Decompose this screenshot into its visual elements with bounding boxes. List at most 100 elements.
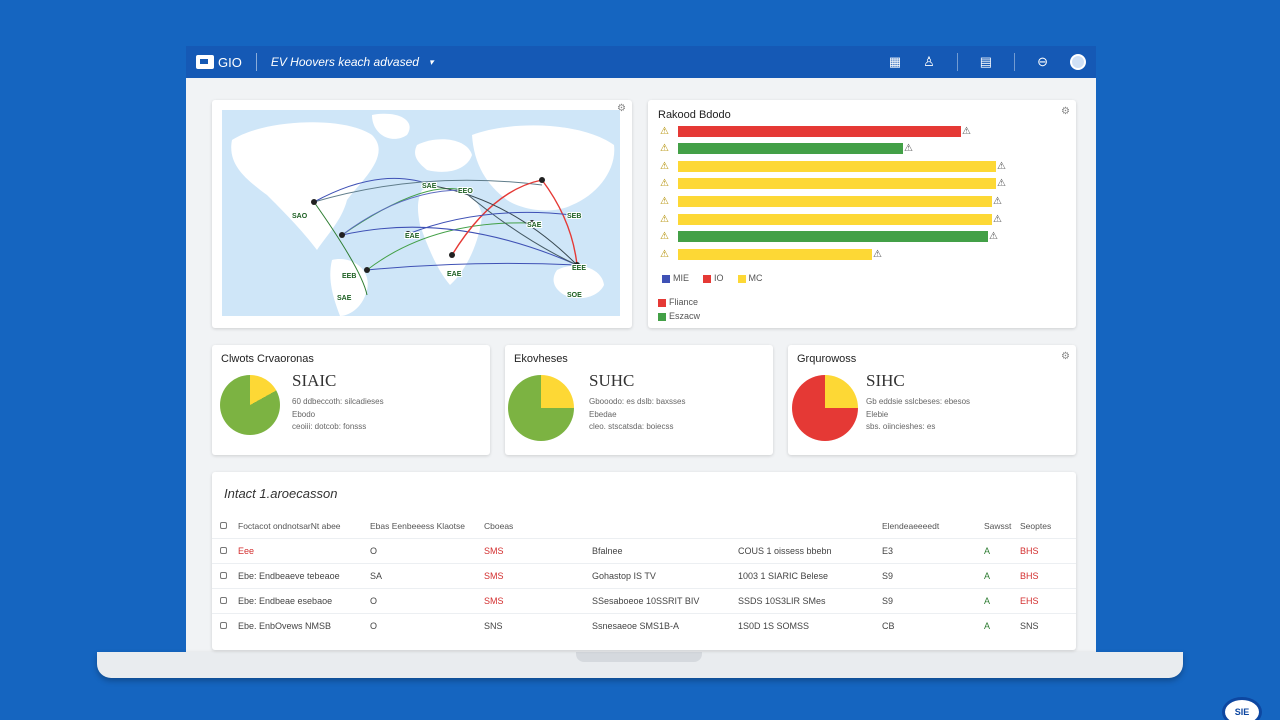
stat-detail: Ebedae: [589, 410, 617, 419]
status-bar-row[interactable]: ⚠ ⚠: [660, 228, 998, 246]
table-row[interactable]: Ebe: Endbeae esebaoe O SMS SSesaboeoe 10SSR…: [212, 588, 1076, 612]
table-row[interactable]: Eee O SMS Bfalnee COUS 1 oissess bbebn E3 A BHS: [212, 538, 1076, 562]
row-checkbox[interactable]: [220, 596, 227, 606]
stat-detail: Elebie: [866, 410, 889, 419]
connection-line: [313, 179, 543, 203]
divider: [1014, 53, 1016, 71]
north-america-shape: [231, 122, 379, 250]
connection-line: [366, 262, 578, 271]
world-map[interactable]: SAO EEB SAE EAE EAE EEO SAE SEB SOE SAE …: [222, 110, 620, 316]
table-cell: Gohastop IS TV: [592, 571, 656, 581]
table-cell: Ssnesaeoe SMS1B-A: [592, 621, 680, 631]
map-node-label: SAE: [422, 183, 437, 190]
map-node: [539, 177, 545, 183]
table-cell: SSDS 10S3LIR SMes: [738, 596, 826, 606]
settings-icon[interactable]: ⚙: [617, 103, 626, 114]
warning-icon: ⚠: [997, 178, 1006, 190]
warning-icon: ⚠: [660, 231, 669, 243]
app-logo[interactable]: GIO: [196, 55, 242, 70]
logo-icon: [196, 55, 214, 69]
status-bar: [678, 231, 988, 243]
row-checkbox[interactable]: [220, 621, 227, 631]
dashboard-selector[interactable]: EV Hoovers keach advased ▾: [271, 55, 434, 69]
map-node-label: SAO: [292, 213, 308, 220]
australia-shape: [553, 265, 604, 299]
row-checkbox[interactable]: [220, 571, 227, 581]
map-node-label: EEE: [572, 265, 586, 272]
table-cell: Ebe: Endbeaeve tebeaoe: [238, 571, 340, 581]
legend-item: Eszacw: [658, 311, 700, 321]
stat-detail: 60 ddbeccoth: silcadieses: [292, 397, 384, 406]
column-header[interactable]: Cboeas: [484, 521, 514, 531]
warning-icon: ⚠: [993, 213, 1002, 225]
row-checkbox[interactable]: [220, 546, 227, 556]
table-cell: 1S0D 1S SOMSS: [738, 621, 810, 631]
status-bar-row[interactable]: ⚠ ⚠: [660, 140, 913, 158]
column-header[interactable]: Foctacot ondnotsarNt abee: [238, 521, 341, 531]
column-header[interactable]: Ebas Eenbeeess Klaotse: [370, 521, 465, 531]
map-node: [311, 199, 317, 205]
connection-line: [366, 222, 533, 271]
table-cell: SNS: [484, 621, 503, 631]
map-node: [574, 262, 580, 268]
map-node-label: EEB: [342, 273, 356, 280]
table-cell: SMS: [484, 571, 504, 581]
settings-icon[interactable]: ⚙: [1061, 106, 1070, 117]
warning-icon: ⚠: [904, 143, 913, 155]
avatar[interactable]: [1070, 54, 1086, 70]
status-bar: [678, 178, 996, 190]
world-map-svg: SAO EEB SAE EAE EAE EEO SAE SEB SOE SAE …: [231, 113, 615, 316]
network-map-card: ⚙: [212, 100, 632, 328]
map-node: [569, 212, 575, 218]
map-node: [364, 267, 370, 273]
warning-icon: ⚠: [993, 195, 1002, 207]
map-node-label: SEB: [567, 213, 581, 220]
help-icon[interactable]: ⊖: [1037, 54, 1048, 69]
document-icon[interactable]: ▤: [979, 54, 993, 69]
status-bar-row[interactable]: ⚠ ⚠: [660, 210, 1002, 228]
status-bar-row[interactable]: ⚠ ⚠: [660, 175, 1006, 193]
map-node-label: SAE: [527, 222, 542, 229]
map-node: [405, 231, 411, 237]
status-bar-row[interactable]: ⚠ ⚠: [660, 192, 1002, 210]
stat-title: Ekovheses: [514, 353, 568, 365]
stat-card[interactable]: Clwots Crvaoronas SIAIC 60 ddbeccoth: si…: [212, 345, 490, 455]
pie-chart: [508, 375, 574, 441]
table-cell: Bfalnee: [592, 546, 623, 556]
column-header[interactable]: Elendeaeeeedt: [882, 521, 940, 531]
select-all-checkbox[interactable]: [220, 521, 227, 531]
top-bar: GIO EV Hoovers keach advased ▾ ▦ ♙ ▤ ⊖: [186, 46, 1096, 78]
column-header[interactable]: Sawsst: [984, 521, 1012, 531]
table-row[interactable]: Ebe. EnbOvews NMSB O SNS Ssnesaeoe SMS1B-A 1…: [212, 613, 1076, 637]
corner-badge[interactable]: SIE: [1222, 697, 1262, 720]
column-header[interactable]: Seoptes: [1020, 521, 1052, 531]
connection-line: [451, 179, 543, 256]
status-bar-row[interactable]: ⚠ ⚠: [660, 245, 882, 263]
warning-icon: ⚠: [660, 213, 669, 225]
table-cell: O: [370, 596, 378, 606]
pie-chart: [220, 375, 280, 435]
stat-card[interactable]: Ekovheses SUHC Gbooodo: es dslb: baxsses…: [505, 345, 773, 455]
warning-icon: ⚠: [660, 248, 669, 260]
africa-shape: [417, 187, 482, 285]
divider: [255, 53, 257, 71]
axis-legend: MIE IO MC: [662, 273, 763, 283]
settings-icon[interactable]: ⚙: [1061, 351, 1070, 362]
card-title: Rakood Bdodo: [658, 109, 731, 121]
stat-card[interactable]: Grqurowoss ⚙ SIHC Gb eddsie sslcbeses: e…: [788, 345, 1076, 455]
legend-item: Fliance: [658, 297, 698, 307]
table-row[interactable]: Ebe: Endbeaeve tebeaoe SA SMS Gohastop IS T…: [212, 563, 1076, 587]
grid-icon[interactable]: ▦: [888, 54, 902, 69]
status-bar-row[interactable]: ⚠ ⚠: [660, 122, 971, 140]
table-cell: Eee: [238, 546, 255, 556]
laptop-base: [97, 652, 1183, 678]
stat-detail: Gb eddsie sslcbeses: ebesos: [866, 397, 971, 406]
map-node: [449, 252, 455, 258]
warning-icon: ⚠: [997, 160, 1006, 172]
table-header-row: Foctacot ondnotsarNt abee Ebas Eenbeeess …: [212, 514, 1076, 538]
table-cell: EHS: [1020, 596, 1039, 606]
status-bar-row[interactable]: ⚠ ⚠: [660, 157, 1006, 175]
user-icon[interactable]: ♙: [923, 54, 935, 69]
map-node: [529, 220, 535, 226]
map-node-label: SOE: [567, 292, 582, 299]
